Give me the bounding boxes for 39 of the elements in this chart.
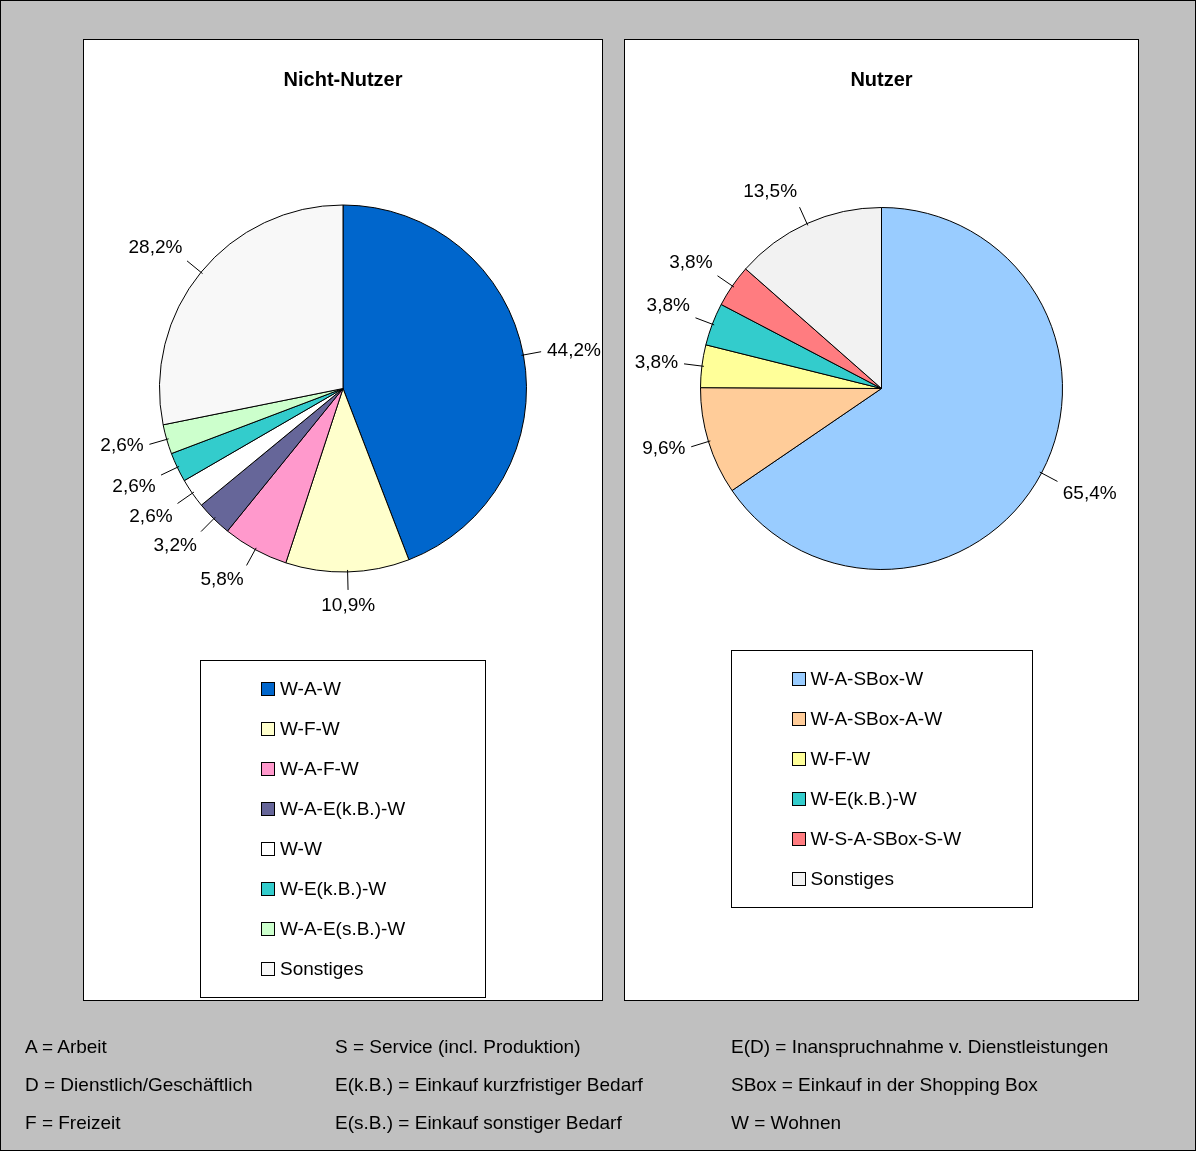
text: E(s.B.) = Einkauf sonstiger Bedarf	[335, 1112, 623, 1134]
chart-title: Nicht-Nutzer	[283, 67, 403, 90]
legend-label: W-A-F-W	[279, 757, 360, 781]
data-label: 28,2%	[128, 235, 183, 257]
data-label: 3,8%	[646, 294, 690, 316]
legend-label: W-A-W	[279, 677, 342, 701]
legend-label: W-A-E(s.B.)-W	[279, 917, 407, 941]
legend-label: W-F-W	[809, 747, 872, 771]
data-label: 5,8%	[200, 568, 244, 590]
text: W = Wohnen	[731, 1112, 842, 1134]
text: D = Dienstlich/Geschäftlich	[25, 1074, 254, 1096]
legend-label: W-A-SBox-W	[809, 667, 925, 691]
legend-label: W-S-A-SBox-S-W	[809, 827, 963, 851]
text: SBox = Einkauf in der Shopping Box	[731, 1074, 1039, 1096]
data-label: 13,5%	[743, 180, 798, 202]
legend-label: Sonstiges	[279, 957, 365, 981]
data-label: 2,6%	[100, 434, 144, 456]
chart-title: Nutzer	[850, 67, 913, 90]
legend-label: W-A-E(k.B.)-W	[279, 797, 407, 821]
data-label: 9,6%	[642, 436, 686, 458]
legend-label: W-W	[279, 837, 323, 861]
text: E(D) = Inanspruchnahme v. Dienstleistungen	[731, 1036, 1110, 1058]
text: E(k.B.) = Einkauf kurzfristiger Bedarf	[335, 1074, 644, 1096]
data-label: 3,2%	[153, 533, 197, 555]
data-label: 2,6%	[129, 504, 173, 526]
data-label: 3,8%	[634, 351, 679, 373]
legend-label: W-A-SBox-A-W	[809, 707, 944, 731]
legend-label: W-F-W	[279, 717, 341, 741]
text: A = Arbeit	[25, 1036, 108, 1058]
legend-label: W-E(k.B.)-W	[809, 787, 918, 811]
data-label: 2,6%	[112, 475, 156, 497]
text: F = Freizeit	[25, 1112, 122, 1134]
data-label: 65,4%	[1062, 481, 1117, 503]
legend-label: W-E(k.B.)-W	[279, 877, 388, 901]
data-label: 10,9%	[321, 593, 376, 615]
data-label: 44,2%	[547, 338, 601, 360]
text: S = Service (incl. Produktion)	[335, 1036, 582, 1058]
legend-label: Sonstiges	[809, 867, 895, 891]
data-label: 3,8%	[669, 251, 713, 273]
